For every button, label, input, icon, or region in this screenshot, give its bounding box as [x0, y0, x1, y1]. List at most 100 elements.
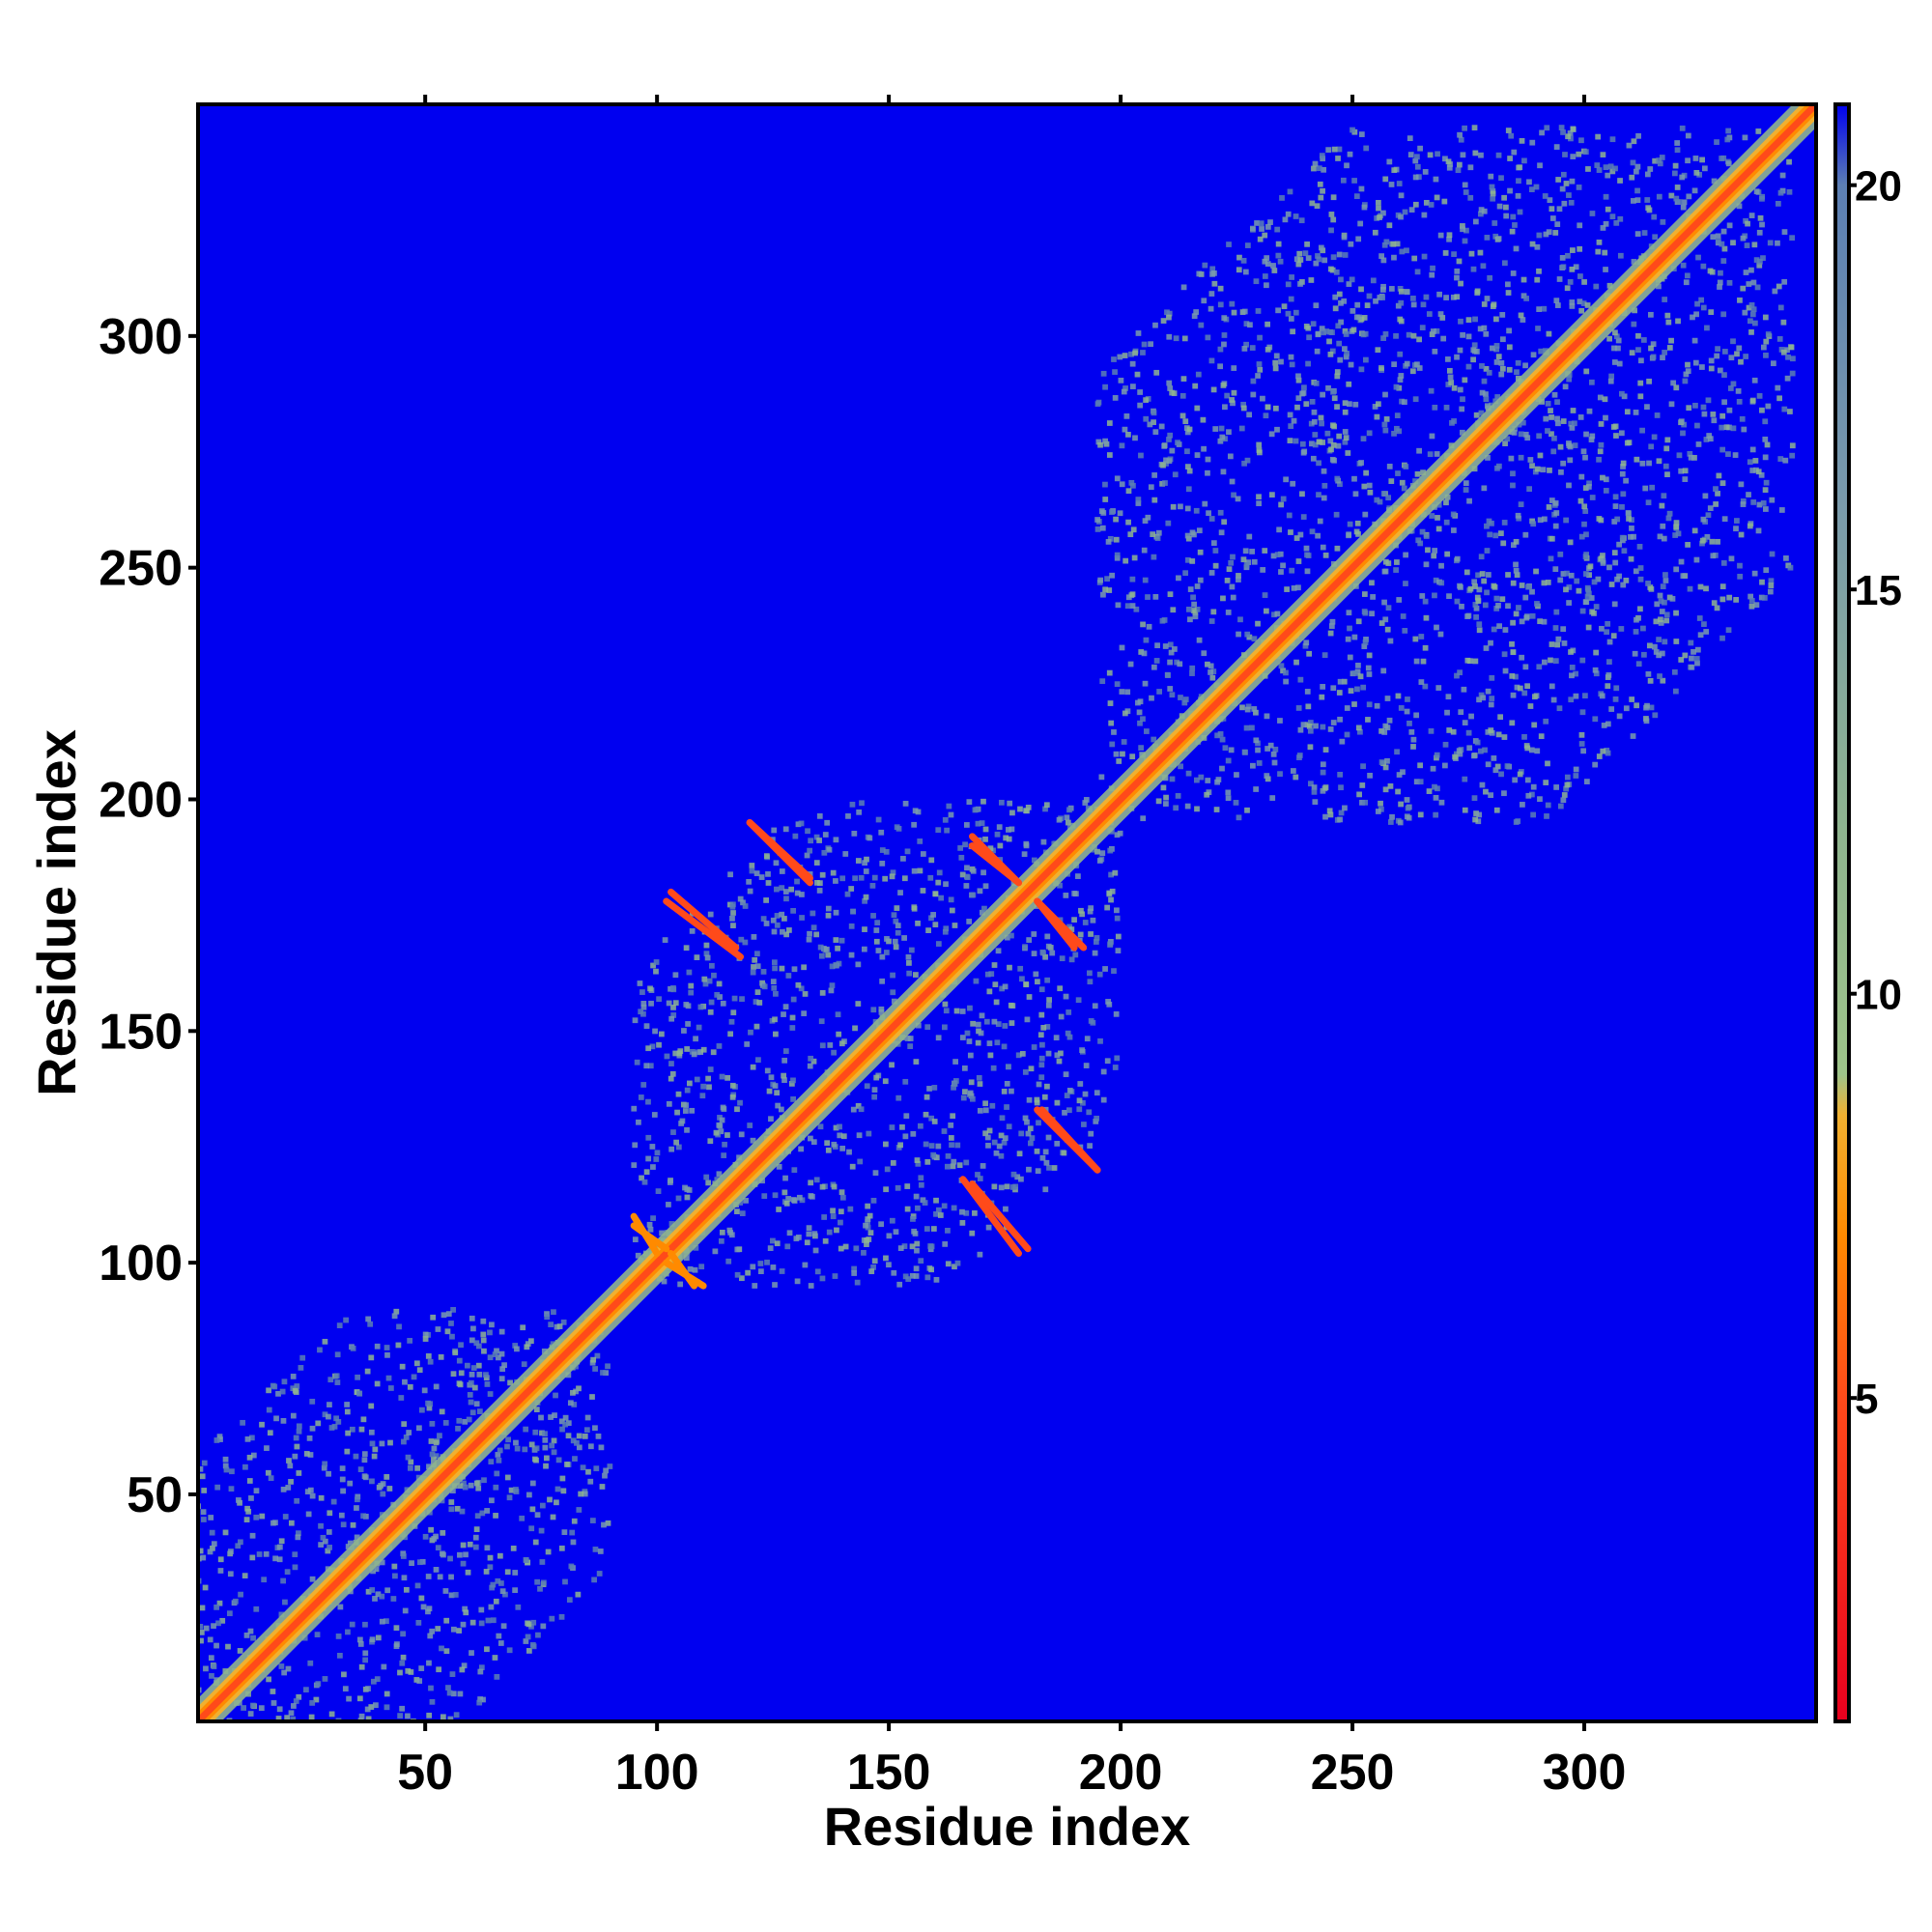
heatmap-cell	[1620, 464, 1626, 469]
heatmap-cell	[392, 1573, 398, 1579]
heatmap-cell	[214, 1484, 221, 1491]
heatmap-cell	[337, 1604, 344, 1610]
heatmap-cell	[1539, 129, 1545, 136]
heatmap-cell	[296, 1428, 302, 1435]
colorbar-tick-label: 20	[1855, 163, 1902, 211]
heatmap-cell	[726, 1227, 733, 1234]
heatmap-cell	[1311, 165, 1317, 172]
heatmap-cell	[1471, 579, 1478, 585]
heatmap-cell	[1056, 816, 1063, 823]
heatmap-cell	[333, 1415, 339, 1422]
heatmap-cell	[1617, 252, 1624, 259]
heatmap-cell	[1611, 359, 1618, 365]
heatmap-cell	[540, 1623, 547, 1630]
heatmap-cell	[1658, 598, 1664, 605]
heatmap-cell	[1180, 376, 1187, 383]
heatmap-cell	[650, 1164, 656, 1170]
heatmap-cell	[411, 1374, 417, 1380]
heatmap-cell	[1714, 605, 1720, 611]
heatmap-cell	[1096, 858, 1103, 864]
heatmap-cell	[721, 1152, 727, 1158]
heatmap-cell	[1358, 460, 1364, 466]
heatmap-cell	[1416, 336, 1422, 343]
heatmap-cell	[1514, 369, 1520, 376]
heatmap-cell	[1270, 751, 1277, 757]
heatmap-cell	[1173, 335, 1179, 342]
heatmap-cell	[327, 1545, 332, 1550]
heatmap-cell	[1529, 588, 1535, 595]
heatmap-cell	[828, 987, 835, 994]
heatmap-cell	[208, 1515, 214, 1520]
heatmap-cell	[1137, 720, 1143, 726]
heatmap-cell	[1358, 185, 1365, 192]
heatmap-cell	[672, 1050, 679, 1057]
heatmap-cell	[1466, 745, 1473, 752]
heatmap-cell	[1230, 594, 1236, 601]
heatmap-cell	[1638, 357, 1644, 364]
heatmap-cell	[1552, 230, 1559, 236]
heatmap-cell	[1633, 168, 1639, 175]
heatmap-cell	[558, 1613, 565, 1620]
heatmap-cell	[457, 1483, 464, 1490]
heatmap-cell	[1485, 728, 1492, 735]
heatmap-cell	[984, 1134, 991, 1141]
heatmap-cell	[381, 1663, 387, 1670]
heatmap-cell	[1471, 795, 1478, 802]
heatmap-cell	[1526, 486, 1533, 493]
heatmap-cell	[1306, 650, 1313, 657]
heatmap-cell	[802, 1262, 809, 1268]
heatmap-cell	[507, 1379, 513, 1386]
heatmap-cell	[418, 1595, 425, 1602]
heatmap-cell	[1293, 256, 1300, 263]
heatmap-cell	[1589, 211, 1596, 216]
heatmap-cell	[1404, 708, 1410, 715]
heatmap-cell	[1370, 594, 1377, 600]
heatmap-cell	[1495, 236, 1502, 242]
heatmap-cell	[1745, 220, 1750, 227]
heatmap-cell	[783, 895, 789, 902]
heatmap-cell	[1043, 1159, 1050, 1166]
heatmap-cell	[1705, 512, 1712, 519]
heatmap-cell	[773, 860, 780, 867]
heatmap-cell	[321, 1464, 327, 1471]
heatmap-cell	[930, 1226, 937, 1232]
heatmap-cell	[1230, 400, 1236, 407]
heatmap-cell	[1201, 298, 1208, 304]
heatmap-cell	[1697, 583, 1704, 590]
heatmap-cell	[326, 1413, 331, 1420]
heatmap-cell	[1593, 670, 1600, 677]
heatmap-cell	[1320, 544, 1326, 551]
heatmap-cell	[1358, 366, 1365, 373]
heatmap-cell	[1180, 284, 1187, 291]
heatmap-cell	[1044, 933, 1051, 940]
heatmap-cell	[763, 921, 770, 926]
heatmap-cell	[770, 1237, 776, 1244]
heatmap-cell	[1749, 468, 1756, 473]
heatmap-cell	[1598, 421, 1605, 427]
heatmap-cell	[1477, 249, 1484, 256]
heatmap-cell	[1488, 792, 1494, 799]
heatmap-cell	[356, 1695, 363, 1702]
heatmap-cell	[384, 1345, 390, 1350]
heatmap-cell	[1109, 572, 1116, 579]
heatmap-cell	[1286, 512, 1293, 519]
heatmap-cell	[753, 999, 759, 1005]
heatmap-cell	[839, 1194, 846, 1201]
heatmap-cell	[1512, 425, 1519, 432]
heatmap-cell	[1443, 404, 1450, 411]
heatmap-cell	[1215, 777, 1222, 782]
heatmap-cell	[1534, 243, 1541, 250]
heatmap-cell	[1165, 672, 1171, 678]
heatmap-cell	[1258, 220, 1264, 227]
heatmap-cell	[574, 1439, 580, 1446]
heatmap-cell	[454, 1505, 461, 1512]
heatmap-cell	[1537, 162, 1543, 169]
heatmap-cell	[1649, 484, 1656, 491]
heatmap-cell	[1511, 430, 1518, 436]
heatmap-cell	[935, 827, 942, 834]
heatmap-cell	[1327, 438, 1334, 444]
heatmap-cell	[1086, 1109, 1093, 1116]
heatmap-cell	[1438, 799, 1445, 806]
heatmap-cell	[889, 1062, 895, 1068]
heatmap-cell	[1756, 229, 1763, 236]
